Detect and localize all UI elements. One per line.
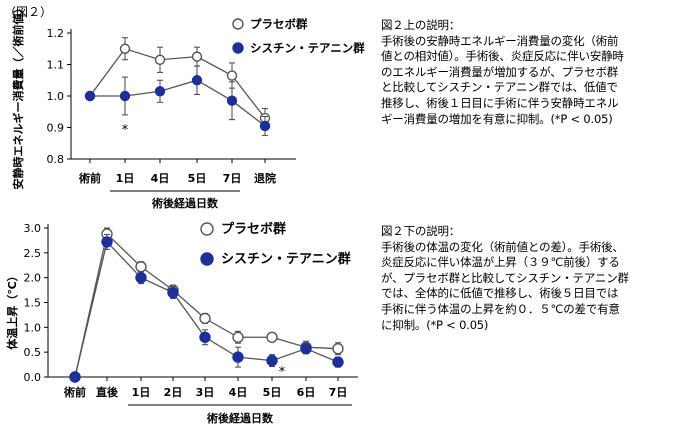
data-point-cystine-theanine	[259, 120, 271, 132]
data-point-cystine-theanine	[300, 342, 312, 355]
data-point-cystine-theanine	[199, 331, 211, 343]
desc-top-title: 図２上の説明：	[381, 18, 461, 32]
data-point-placebo	[135, 261, 147, 273]
data-point-cystine-theanine	[232, 351, 244, 363]
data-point-cystine-theanine	[167, 286, 179, 299]
desc-bottom-line: では、全体的に低値で推移し、術後５日目では	[381, 286, 619, 301]
desc-top-line: 推移し、術後１日目に手術に伴う安静時エネル	[381, 95, 619, 110]
legend-label: プラセボ群	[221, 221, 286, 237]
desc-bottom: 図２下の説明： 手術後の体温の変化（術前値との差）。手術後、 炎症反応に伴い体温…	[381, 224, 673, 333]
series-line-cystine-theanine	[90, 79, 266, 127]
y-tick-label: 2.5	[24, 247, 42, 260]
x-tick-label: 術前	[78, 171, 101, 185]
y-tick-label: 0.0	[24, 371, 42, 384]
series-line-placebo	[89, 47, 266, 119]
data-point-cystine-theanine	[266, 354, 278, 367]
x-tick-label: 4日	[151, 172, 170, 185]
data-point-cystine-theanine	[191, 75, 203, 86]
x-tick-label: 直後	[96, 385, 119, 399]
figure-label: （図２）	[4, 5, 52, 19]
desc-top-line: 手術後の安静時エネルギー消費量の変化（術前	[381, 33, 619, 48]
desc-bottom-line: 炎症反応に伴い体温が上昇（３９℃前後）する	[381, 255, 620, 270]
desc-bottom-line: に抑制。(*P < 0.05)	[381, 317, 489, 332]
legend-label: シスチン・テアニン群	[221, 251, 351, 267]
data-point-placebo	[199, 312, 211, 325]
y-tick-label: 3.0	[24, 222, 42, 235]
x-tick-label: 6日	[297, 386, 316, 399]
significance-marker: *	[279, 365, 286, 380]
significance-marker: *	[122, 123, 129, 138]
data-point-cystine-theanine	[154, 86, 166, 97]
y-tick-label: 0.8	[47, 153, 65, 166]
chart-body-temperature: 0.0 0.5 1.0 1.5 2.0 2.5 3.0 術前 直後 1日 2日 3日 4日 5日 6日 7日術…	[5, 221, 358, 425]
legend-label: シスチン・テアニン群	[250, 41, 365, 55]
data-point-cystine-theanine	[84, 90, 96, 102]
legend-label: プラセボ群	[250, 17, 308, 31]
data-point-placebo	[332, 342, 344, 355]
x-tick-label: 術前	[63, 385, 86, 399]
data-point-cystine-theanine	[101, 236, 113, 248]
x-axis-title: 術後経過日数	[151, 196, 219, 210]
data-point-cystine-theanine	[135, 271, 147, 284]
x-tick-label: 退院	[254, 171, 276, 185]
desc-top-line: 値との相対値）。手術後、炎症反応に伴い安静時	[381, 49, 624, 64]
data-point-placebo	[119, 43, 131, 54]
desc-bottom-title: 図２下の説明：	[381, 224, 461, 238]
legend-marker	[200, 252, 214, 266]
data-point-placebo	[154, 54, 166, 65]
x-axis-title: 術後経過日数	[206, 411, 274, 425]
x-tick-label: 7日	[329, 386, 348, 399]
x-tick-label: 1日	[116, 172, 135, 185]
y-tick-label: 1.5	[24, 297, 42, 310]
x-tick-label: 7日	[223, 172, 242, 185]
y-tick-label: 1.1	[47, 59, 65, 72]
x-tick-label: 3日	[196, 386, 215, 399]
desc-bottom-line: 手術に伴う体温の上昇を約０．５℃の差で有意	[381, 301, 620, 316]
desc-top-line: と比較してシスチン・テアニン群では、低値で	[381, 80, 618, 95]
legend-marker	[232, 18, 244, 30]
data-point-placebo	[226, 70, 238, 81]
y-tick-label: 2.0	[24, 272, 42, 285]
y-tick-label: 1.0	[47, 90, 65, 103]
desc-top-line: のエネルギー消費量が増加するが、プラセボ群	[381, 64, 619, 79]
data-point-cystine-theanine	[69, 371, 81, 383]
data-point-placebo	[232, 331, 244, 343]
desc-top: 図２上の説明： 手術後の安静時エネルギー消費量の変化（術前 値との相対値）。手術…	[381, 18, 673, 127]
data-point-cystine-theanine	[119, 90, 131, 102]
y-axis-title: 安静時エネルギー消費量（／術前値）	[11, 3, 25, 190]
y-axis-title: 体温上昇（℃）	[5, 270, 19, 349]
data-point-cystine-theanine	[226, 95, 238, 106]
x-tick-label: 5日	[188, 172, 207, 185]
y-tick-label: 0.9	[47, 122, 65, 135]
y-tick-label: 1.2	[47, 27, 65, 40]
x-tick-label: 1日	[132, 386, 151, 399]
x-tick-label: 5日	[263, 386, 282, 399]
x-tick-label: 4日	[229, 386, 248, 399]
y-tick-label: 1.0	[24, 321, 42, 334]
x-tick-label: 2日	[164, 386, 183, 399]
legend-marker	[200, 222, 214, 236]
desc-top-line: ギー消費量の増加を有意に抑制。(*P < 0.05)	[381, 111, 613, 126]
desc-bottom-line: 手術後の体温の変化（術前値との差）。手術後、	[381, 239, 624, 254]
data-point-placebo	[191, 51, 203, 62]
y-tick-label: 0.5	[24, 346, 42, 359]
data-point-cystine-theanine	[332, 356, 344, 368]
desc-bottom-line: が、プラセボ群と比較してシスチン・テアニン群	[381, 270, 629, 285]
data-point-placebo	[266, 331, 278, 343]
legend-marker	[232, 42, 244, 54]
